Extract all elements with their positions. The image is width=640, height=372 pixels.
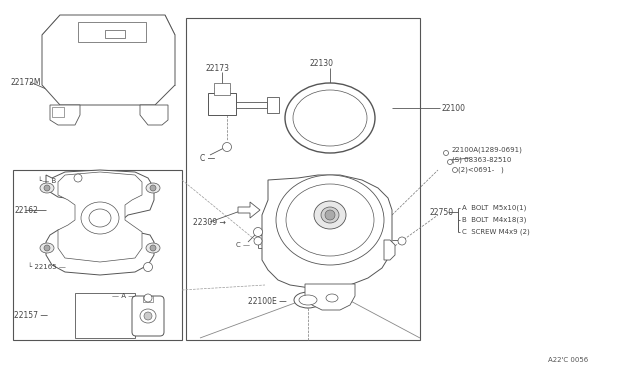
Polygon shape (238, 202, 260, 218)
Text: 22172M: 22172M (10, 77, 40, 87)
Text: 22100: 22100 (442, 103, 466, 112)
Text: 22100E —: 22100E — (248, 298, 287, 307)
Ellipse shape (223, 142, 232, 151)
Bar (214, 83, 230, 95)
Circle shape (325, 210, 335, 220)
Circle shape (144, 312, 152, 320)
Polygon shape (46, 170, 154, 275)
Ellipse shape (294, 292, 322, 308)
Ellipse shape (447, 160, 452, 164)
Ellipse shape (293, 90, 367, 146)
Polygon shape (42, 15, 175, 105)
Circle shape (254, 237, 262, 245)
Text: B  BOLT  M4x18(3): B BOLT M4x18(3) (462, 217, 526, 223)
Bar (143, 296, 153, 302)
Ellipse shape (326, 294, 338, 302)
Text: 22130: 22130 (310, 58, 334, 67)
Polygon shape (58, 172, 142, 262)
Text: 22309 →: 22309 → (193, 218, 226, 227)
Text: └ 22165 —: └ 22165 — (28, 264, 66, 270)
Ellipse shape (276, 175, 384, 265)
Polygon shape (384, 240, 395, 260)
Ellipse shape (444, 151, 449, 155)
Ellipse shape (286, 184, 374, 256)
Ellipse shape (140, 309, 156, 323)
Bar (208, 93, 236, 115)
Circle shape (44, 245, 50, 251)
Ellipse shape (314, 201, 346, 229)
Circle shape (398, 237, 406, 245)
Bar (105, 30, 125, 38)
Ellipse shape (452, 167, 458, 173)
Ellipse shape (146, 243, 160, 253)
Bar (75, 293, 135, 338)
Text: 22173: 22173 (205, 64, 229, 73)
Text: C —: C — (200, 154, 215, 163)
Bar (186, 18, 420, 340)
Ellipse shape (146, 183, 160, 193)
Text: 22162: 22162 (14, 205, 38, 215)
Ellipse shape (143, 263, 152, 272)
Text: (S) 08363-82510: (S) 08363-82510 (452, 157, 511, 163)
Circle shape (150, 185, 156, 191)
Bar (13, 170, 182, 340)
Circle shape (44, 185, 50, 191)
Bar (78, 22, 146, 42)
Text: C  SCREW M4x9 (2): C SCREW M4x9 (2) (462, 229, 530, 235)
Ellipse shape (321, 207, 339, 223)
Polygon shape (305, 284, 355, 310)
Circle shape (74, 174, 82, 182)
Bar (267, 97, 279, 113)
Text: └— B —: └— B — (38, 178, 65, 184)
Circle shape (150, 245, 156, 251)
Bar (52, 107, 64, 117)
Circle shape (144, 294, 152, 302)
Text: A22'C 0056: A22'C 0056 (548, 357, 588, 363)
Text: (2)<0691-   ): (2)<0691- ) (458, 167, 504, 173)
Polygon shape (262, 175, 392, 288)
Ellipse shape (299, 295, 317, 305)
Ellipse shape (285, 83, 375, 153)
Text: A  BOLT  M5x10(1): A BOLT M5x10(1) (462, 205, 526, 211)
Ellipse shape (89, 209, 111, 227)
Polygon shape (50, 105, 80, 125)
Text: 22157 —: 22157 — (14, 311, 48, 320)
Text: 22750: 22750 (430, 208, 454, 217)
Text: C —: C — (236, 242, 250, 248)
Ellipse shape (40, 183, 54, 193)
Text: 22100A(1289-0691): 22100A(1289-0691) (452, 147, 523, 153)
Text: — A —: — A — (112, 293, 135, 299)
Polygon shape (140, 105, 168, 125)
Ellipse shape (253, 228, 262, 237)
FancyBboxPatch shape (132, 296, 164, 336)
Ellipse shape (81, 202, 119, 234)
Ellipse shape (40, 243, 54, 253)
